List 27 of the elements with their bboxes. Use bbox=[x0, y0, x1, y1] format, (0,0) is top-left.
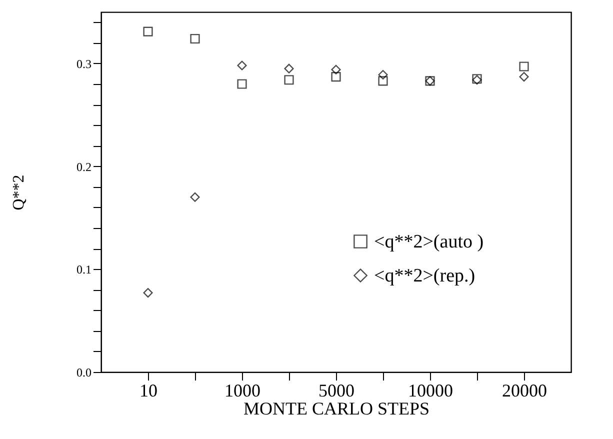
point bbox=[378, 76, 388, 86]
point bbox=[331, 72, 341, 82]
x-tick-label: 5000 bbox=[318, 380, 354, 400]
x-tick-label: 1000 bbox=[224, 380, 260, 400]
y-tick-label: 0.1 bbox=[76, 262, 92, 277]
point bbox=[284, 64, 294, 74]
x-tick-label: 10 bbox=[140, 380, 158, 400]
point bbox=[519, 62, 529, 72]
point bbox=[190, 34, 200, 44]
x-axis-title: MONTE CARLO STEPS bbox=[243, 398, 430, 418]
legend-label: <q**2>(rep.) bbox=[374, 266, 476, 286]
y-tick-label: 0.0 bbox=[76, 366, 92, 380]
legend-label: <q**2>(auto ) bbox=[374, 232, 484, 252]
point bbox=[378, 70, 388, 80]
point bbox=[143, 288, 153, 298]
y-axis-title: Q**2 bbox=[10, 174, 28, 210]
point bbox=[237, 60, 247, 70]
x-tick-label: 10000 bbox=[408, 380, 453, 400]
y-tick-label: 0.2 bbox=[76, 160, 92, 174]
point bbox=[190, 192, 200, 202]
point bbox=[519, 72, 529, 82]
point bbox=[237, 79, 247, 89]
point bbox=[331, 64, 341, 74]
x-tick-label: 20000 bbox=[502, 380, 547, 400]
point bbox=[284, 75, 294, 85]
y-tick-label: 0.3 bbox=[76, 56, 92, 71]
point bbox=[143, 26, 153, 36]
